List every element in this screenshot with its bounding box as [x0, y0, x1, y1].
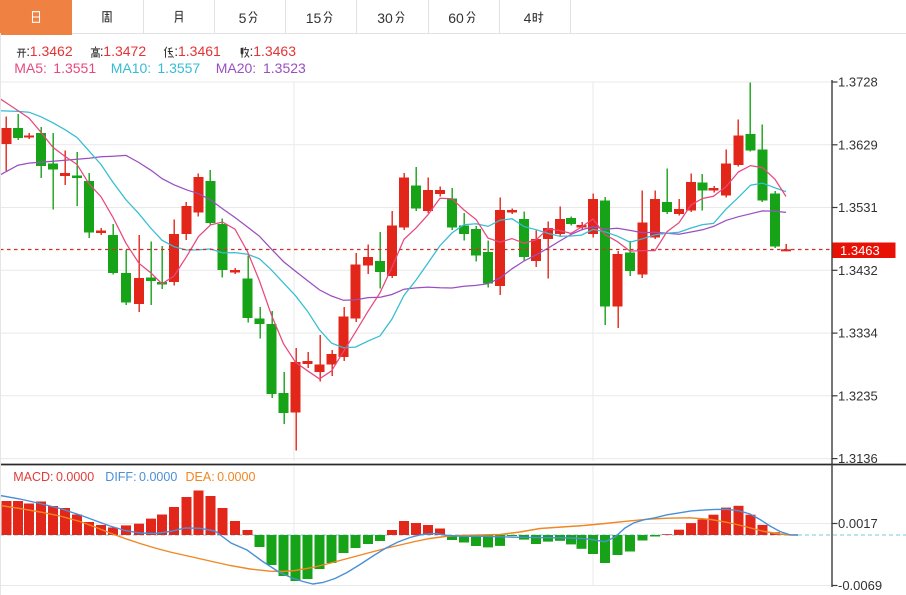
svg-text:0.0017: 0.0017: [838, 516, 878, 531]
svg-text:1.3334: 1.3334: [838, 326, 878, 341]
svg-text:1.3531: 1.3531: [838, 200, 878, 215]
svg-text:1.3136: 1.3136: [838, 451, 878, 466]
svg-text:1.3432: 1.3432: [838, 263, 878, 278]
svg-text:1.3728: 1.3728: [838, 75, 878, 90]
svg-text:1.3235: 1.3235: [838, 388, 878, 403]
svg-text:-0.0069: -0.0069: [838, 578, 882, 593]
svg-text:1.3629: 1.3629: [838, 137, 878, 152]
svg-text:1.3463: 1.3463: [840, 243, 880, 258]
